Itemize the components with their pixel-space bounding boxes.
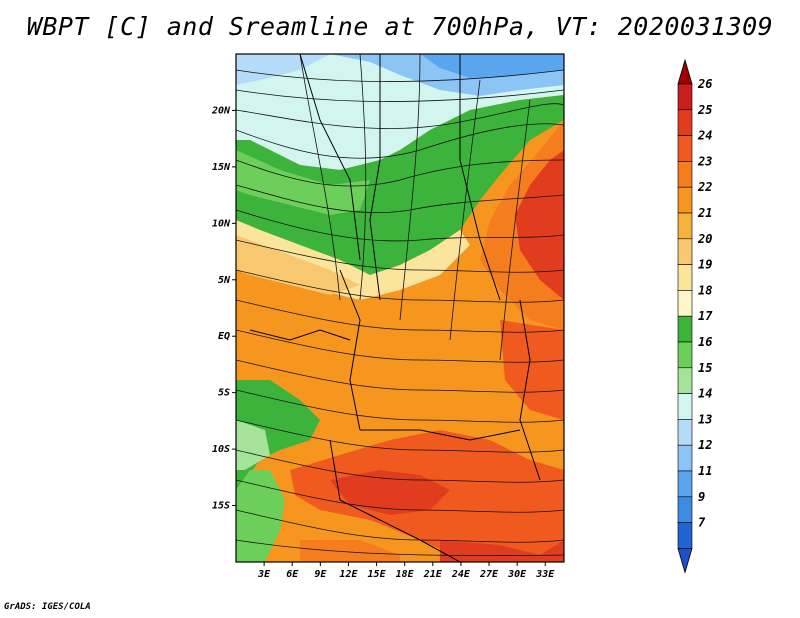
colorbar-label: 26: [697, 77, 712, 91]
colorbar-label: 7: [698, 516, 706, 530]
colorbar-label: 24: [697, 129, 712, 143]
colorbar-label: 11: [698, 464, 712, 478]
colorbar-swatch: [677, 393, 693, 420]
colorbar-swatch: [677, 238, 693, 265]
colorbar-label: 12: [698, 438, 712, 452]
colorbar-swatch: [677, 83, 693, 111]
colorbar-swatch: [677, 496, 693, 523]
lat-tick-label: EQ: [218, 331, 230, 342]
lon-tick-label: 24E: [451, 569, 471, 580]
lat-tick-label: 10N: [212, 218, 231, 229]
colorbar-swatch: [677, 135, 693, 162]
colorbar-swatch: [677, 315, 693, 343]
colorbar-swatch: [677, 444, 693, 472]
colorbar-swatch: [677, 186, 693, 214]
colorbar-swatch: [677, 264, 693, 291]
lat-tick-label: 20N: [211, 105, 231, 116]
lon-tick-label: 18E: [396, 569, 415, 580]
colorbar-bottom-arrow: [677, 548, 693, 574]
colorbar-label: 25: [697, 103, 712, 117]
colorbar-label: 19: [698, 258, 712, 272]
colorbar-swatch: [677, 522, 693, 549]
software-credit: GrADS: IGES/COLA: [4, 602, 91, 612]
colorbar-label: 14: [698, 387, 712, 401]
wbpt-shading: [236, 54, 564, 562]
colorbar-swatch: [677, 212, 693, 240]
colorbar-swatch: [677, 470, 693, 498]
lat-tick-label: 10S: [212, 444, 230, 455]
colorbar-label: 21: [697, 206, 712, 220]
colorbar: 26 25 24 23 22 21 20 19 18 17 16 15 14 13 12 11 9 7: [677, 58, 713, 574]
country-borders: [249, 54, 541, 562]
colorbar-label: 17: [698, 309, 713, 323]
streamlines: [236, 54, 564, 557]
colorbar-label: 15: [698, 361, 712, 375]
lon-tick-label: 12E: [339, 569, 358, 580]
colorbar-swatch: [677, 161, 693, 188]
colorbar-label: 16: [698, 335, 712, 349]
colorbar-top-arrow: [677, 58, 693, 85]
lat-tick-label: 5N: [218, 275, 231, 286]
lat-tick-label: 5S: [218, 388, 230, 399]
lon-tick-label: 6E: [286, 569, 299, 580]
lon-tick-label: 33E: [535, 569, 555, 580]
lon-tick-label: 15E: [368, 569, 387, 580]
colorbar-swatch: [677, 367, 693, 394]
lat-tick-label: 15S: [212, 501, 230, 512]
colorbar-label: 9: [698, 490, 705, 504]
colorbar-swatch: [677, 341, 693, 369]
map-frame: [235, 53, 565, 563]
longitude-axis: 3E 6E 9E 12E 15E 18E 21E 24E 27E 30E 33E: [257, 562, 555, 580]
colorbar-swatch: [677, 419, 693, 446]
colorbar-label: 20: [697, 232, 712, 246]
figure-title: WBPT [C] and Sreamline at 700hPa, VT: 20…: [26, 12, 774, 41]
colorbar-label: 18: [698, 283, 712, 297]
colorbar-label: 22: [697, 180, 712, 194]
colorbar-swatch: [677, 290, 693, 317]
colorbar-label: 13: [698, 412, 712, 426]
lon-tick-label: 9E: [314, 569, 327, 580]
lon-tick-label: 3E: [257, 569, 271, 580]
colorbar-label: 23: [697, 154, 712, 168]
lon-tick-label: 21E: [423, 569, 443, 580]
lat-tick-label: 15N: [212, 162, 231, 173]
colorbar-swatch: [677, 109, 693, 136]
lon-tick-label: 27E: [479, 569, 499, 580]
latitude-axis: 20N 15N 10N 5N EQ 5S 10S 15S: [211, 105, 236, 512]
lon-tick-label: 30E: [507, 569, 527, 580]
